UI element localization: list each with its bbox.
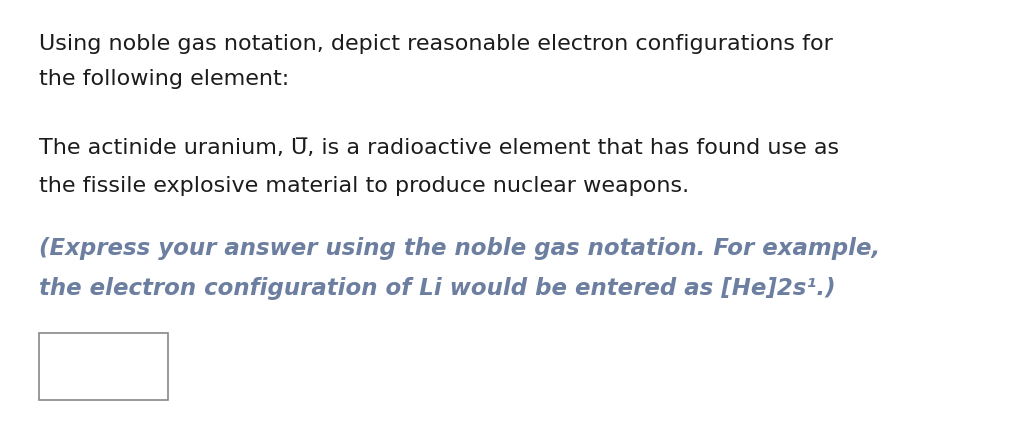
Text: the following element:: the following element: [39, 69, 289, 89]
Text: Using noble gas notation, depict reasonable electron configurations for: Using noble gas notation, depict reasona… [39, 34, 833, 55]
Text: (Express your answer using the noble gas notation. For example,: (Express your answer using the noble gas… [39, 237, 880, 259]
FancyBboxPatch shape [39, 333, 168, 400]
Text: the electron configuration of Li would be entered as [He]2s¹.): the electron configuration of Li would b… [39, 277, 836, 300]
Text: The actinide uranium, U̅, is a radioactive element that has found use as: The actinide uranium, U̅, is a radioacti… [39, 138, 839, 158]
Text: the fissile explosive material to produce nuclear weapons.: the fissile explosive material to produc… [39, 176, 689, 197]
